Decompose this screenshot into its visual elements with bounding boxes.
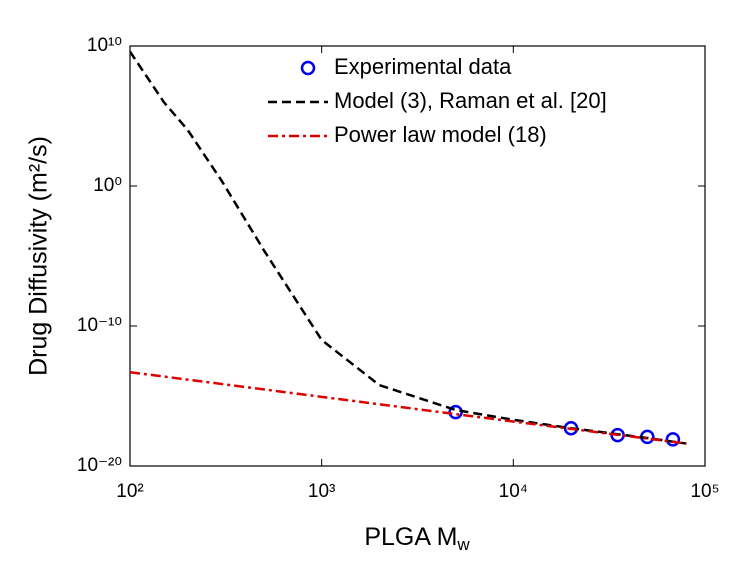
y-axis-label: Drug Diffusivity (m²/s) — [25, 136, 53, 376]
legend-label: Experimental data — [334, 54, 512, 79]
legend-label: Model (3), Raman et al. [20] — [334, 88, 607, 113]
y-tick-label: 10¹⁰ — [87, 35, 122, 56]
x-tick-label: 10⁵ — [690, 481, 719, 502]
data-point — [665, 432, 681, 447]
y-tick-label: 10⁰ — [93, 175, 122, 196]
x-tick-label: 10⁴ — [499, 481, 528, 502]
x-axis-label-main: PLGA M — [364, 523, 457, 551]
x-tick-label: 10² — [116, 481, 143, 502]
x-axis-label: PLGA Mw — [364, 523, 470, 555]
y-tick-label: 10⁻²⁰ — [77, 455, 122, 476]
series-line — [130, 50, 687, 445]
legend-label: Power law model (18) — [334, 122, 547, 147]
x-tick-label: 10³ — [308, 481, 335, 502]
plot-frame — [129, 45, 706, 467]
y-tick-label: 10⁻¹⁰ — [77, 315, 122, 336]
x-axis-label-subscript: w — [456, 535, 470, 554]
legend-marker — [300, 60, 316, 76]
series-line — [130, 370, 687, 445]
